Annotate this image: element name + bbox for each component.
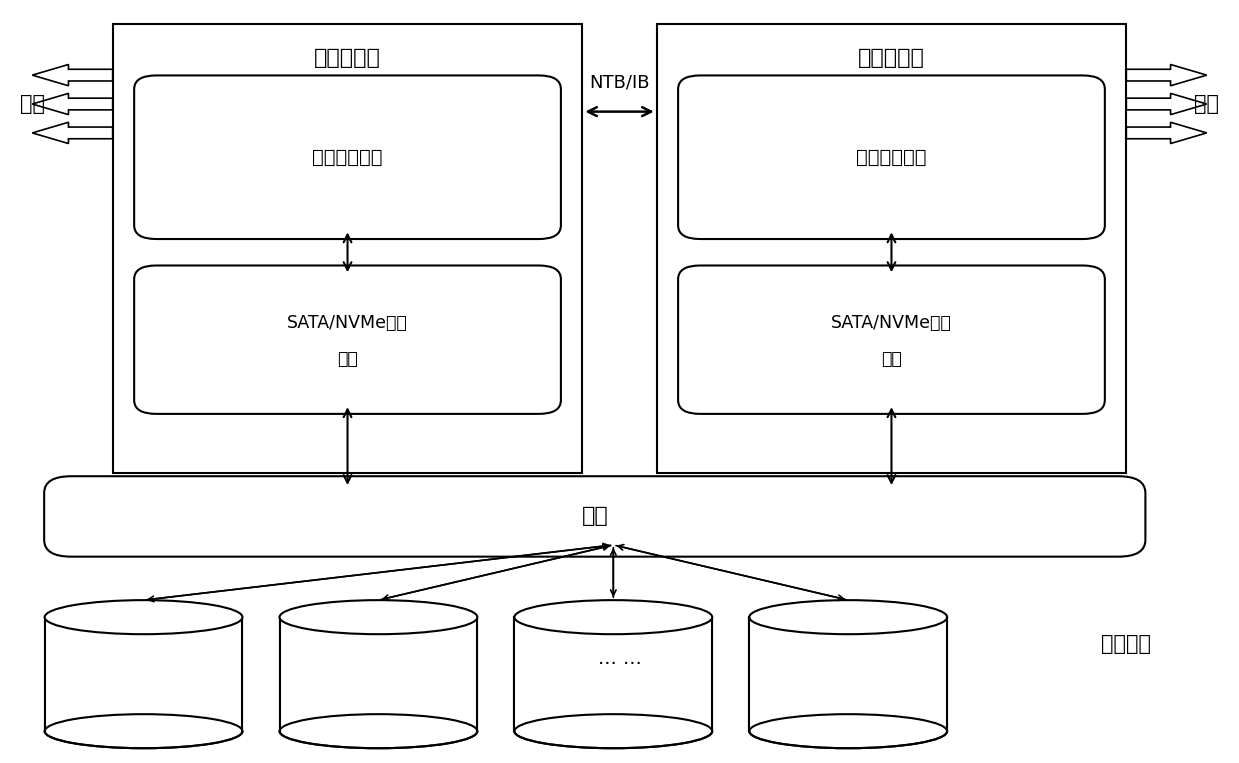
Ellipse shape [45, 714, 243, 749]
Text: 背板: 背板 [581, 507, 608, 526]
Text: 第一控制器: 第一控制器 [315, 48, 380, 69]
Text: 主机: 主机 [20, 94, 45, 114]
Bar [657, 24, 1126, 473]
Text: 第二控制器: 第二控制器 [859, 48, 924, 69]
Polygon shape [1126, 93, 1207, 114]
Bar [280, 617, 477, 731]
FancyBboxPatch shape [134, 76, 561, 239]
Text: 中央处理单元: 中央处理单元 [312, 148, 383, 167]
Text: ... ...: ... ... [597, 649, 642, 668]
Polygon shape [32, 122, 113, 143]
Text: NTB/IB: NTB/IB [590, 74, 649, 92]
Text: 主机: 主机 [1194, 94, 1219, 114]
Text: SATA/NVMe控制: SATA/NVMe控制 [287, 314, 408, 332]
Bar [113, 24, 582, 473]
Text: SATA/NVMe控制: SATA/NVMe控制 [831, 314, 952, 332]
Ellipse shape [45, 600, 243, 634]
FancyBboxPatch shape [134, 266, 561, 414]
Text: 单元: 单元 [881, 349, 902, 368]
Text: 物理硬盘: 物理硬盘 [1101, 634, 1151, 654]
Polygon shape [32, 93, 113, 114]
Ellipse shape [280, 714, 477, 749]
Text: 单元: 单元 [337, 349, 358, 368]
Polygon shape [1126, 65, 1207, 85]
Ellipse shape [750, 714, 947, 749]
Bar [750, 617, 947, 731]
Ellipse shape [514, 600, 712, 634]
FancyBboxPatch shape [678, 76, 1105, 239]
Ellipse shape [514, 714, 712, 749]
Bar [45, 617, 243, 731]
Text: 中央处理单元: 中央处理单元 [856, 148, 927, 167]
Polygon shape [1126, 122, 1207, 143]
Ellipse shape [280, 600, 477, 634]
Bar [514, 617, 712, 731]
FancyBboxPatch shape [45, 476, 1145, 557]
FancyBboxPatch shape [678, 266, 1105, 414]
Ellipse shape [750, 600, 947, 634]
Polygon shape [32, 65, 113, 85]
